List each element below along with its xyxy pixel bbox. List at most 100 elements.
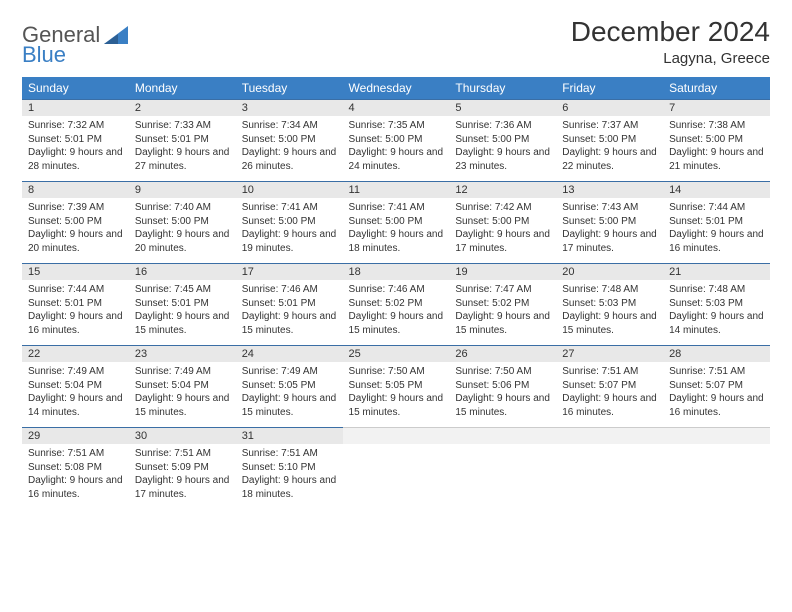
day-info-cell: Sunrise: 7:49 AMSunset: 5:04 PMDaylight:… [129,362,236,428]
day-number-cell: 11 [343,182,450,199]
day-info-cell: Sunrise: 7:41 AMSunset: 5:00 PMDaylight:… [343,198,450,264]
daylight-text: Daylight: 9 hours and 16 minutes. [28,474,123,501]
day-info-cell: Sunrise: 7:36 AMSunset: 5:00 PMDaylight:… [449,116,556,182]
daynum-row: 22232425262728 [22,346,770,363]
day-info-cell: Sunrise: 7:39 AMSunset: 5:00 PMDaylight:… [22,198,129,264]
sunset-text: Sunset: 5:01 PM [669,215,764,229]
daylight-text: Daylight: 9 hours and 17 minutes. [455,228,550,255]
daylight-text: Daylight: 9 hours and 23 minutes. [455,146,550,173]
daylight-text: Daylight: 9 hours and 28 minutes. [28,146,123,173]
sunset-text: Sunset: 5:00 PM [562,133,657,147]
day-info-cell: Sunrise: 7:46 AMSunset: 5:01 PMDaylight:… [236,280,343,346]
sunrise-text: Sunrise: 7:32 AM [28,119,123,133]
sunset-text: Sunset: 5:01 PM [28,133,123,147]
sunset-text: Sunset: 5:00 PM [28,215,123,229]
day-number-cell: 4 [343,100,450,117]
day-info-cell: Sunrise: 7:48 AMSunset: 5:03 PMDaylight:… [663,280,770,346]
sunrise-text: Sunrise: 7:47 AM [455,283,550,297]
day-number-cell: 8 [22,182,129,199]
daylight-text: Daylight: 9 hours and 16 minutes. [28,310,123,337]
sunrise-text: Sunrise: 7:46 AM [349,283,444,297]
day-info-cell: Sunrise: 7:32 AMSunset: 5:01 PMDaylight:… [22,116,129,182]
day-number-cell: 25 [343,346,450,363]
info-row: Sunrise: 7:39 AMSunset: 5:00 PMDaylight:… [22,198,770,264]
day-number-cell: 3 [236,100,343,117]
sunset-text: Sunset: 5:08 PM [28,461,123,475]
sunrise-text: Sunrise: 7:45 AM [135,283,230,297]
day-number-cell: 19 [449,264,556,281]
day-info-cell: Sunrise: 7:50 AMSunset: 5:06 PMDaylight:… [449,362,556,428]
sunset-text: Sunset: 5:00 PM [242,133,337,147]
day-info-cell: Sunrise: 7:35 AMSunset: 5:00 PMDaylight:… [343,116,450,182]
sunset-text: Sunset: 5:09 PM [135,461,230,475]
day-info-cell: Sunrise: 7:49 AMSunset: 5:05 PMDaylight:… [236,362,343,428]
day-number-cell: 28 [663,346,770,363]
calendar-table: Sunday Monday Tuesday Wednesday Thursday… [22,77,770,509]
day-number-cell: 29 [22,428,129,445]
sunrise-text: Sunrise: 7:39 AM [28,201,123,215]
day-number-cell [663,428,770,445]
daylight-text: Daylight: 9 hours and 19 minutes. [242,228,337,255]
day-info-cell [663,444,770,509]
daylight-text: Daylight: 9 hours and 16 minutes. [669,228,764,255]
daylight-text: Daylight: 9 hours and 20 minutes. [135,228,230,255]
daylight-text: Daylight: 9 hours and 15 minutes. [349,392,444,419]
month-title: December 2024 [571,16,770,48]
logo-text-blue: Blue [22,42,66,67]
sunrise-text: Sunrise: 7:49 AM [242,365,337,379]
day-number-cell: 5 [449,100,556,117]
info-row: Sunrise: 7:51 AMSunset: 5:08 PMDaylight:… [22,444,770,509]
day-number-cell [556,428,663,445]
day-number-cell: 7 [663,100,770,117]
sunset-text: Sunset: 5:04 PM [135,379,230,393]
daylight-text: Daylight: 9 hours and 15 minutes. [349,310,444,337]
daynum-row: 891011121314 [22,182,770,199]
sunrise-text: Sunrise: 7:50 AM [349,365,444,379]
day-number-cell: 27 [556,346,663,363]
sunrise-text: Sunrise: 7:51 AM [242,447,337,461]
day-number-cell: 20 [556,264,663,281]
daylight-text: Daylight: 9 hours and 17 minutes. [135,474,230,501]
day-number-cell: 14 [663,182,770,199]
daynum-row: 15161718192021 [22,264,770,281]
sunset-text: Sunset: 5:05 PM [242,379,337,393]
day-info-cell: Sunrise: 7:42 AMSunset: 5:00 PMDaylight:… [449,198,556,264]
sunrise-text: Sunrise: 7:48 AM [669,283,764,297]
daylight-text: Daylight: 9 hours and 15 minutes. [455,310,550,337]
daylight-text: Daylight: 9 hours and 22 minutes. [562,146,657,173]
sunrise-text: Sunrise: 7:51 AM [28,447,123,461]
day-number-cell: 23 [129,346,236,363]
sunrise-text: Sunrise: 7:37 AM [562,119,657,133]
day-number-cell: 2 [129,100,236,117]
sunset-text: Sunset: 5:01 PM [135,133,230,147]
sunrise-text: Sunrise: 7:34 AM [242,119,337,133]
daylight-text: Daylight: 9 hours and 21 minutes. [669,146,764,173]
daylight-text: Daylight: 9 hours and 15 minutes. [135,392,230,419]
info-row: Sunrise: 7:32 AMSunset: 5:01 PMDaylight:… [22,116,770,182]
header: General December 2024 Lagyna, Greece [22,16,770,67]
daylight-text: Daylight: 9 hours and 20 minutes. [28,228,123,255]
sunset-text: Sunset: 5:07 PM [562,379,657,393]
sunset-text: Sunset: 5:01 PM [135,297,230,311]
day-info-cell: Sunrise: 7:33 AMSunset: 5:01 PMDaylight:… [129,116,236,182]
day-number-cell: 12 [449,182,556,199]
day-info-cell: Sunrise: 7:51 AMSunset: 5:08 PMDaylight:… [22,444,129,509]
info-row: Sunrise: 7:44 AMSunset: 5:01 PMDaylight:… [22,280,770,346]
sunset-text: Sunset: 5:07 PM [669,379,764,393]
logo-sub: Blue [22,42,66,68]
daylight-text: Daylight: 9 hours and 14 minutes. [28,392,123,419]
daylight-text: Daylight: 9 hours and 18 minutes. [242,474,337,501]
daylight-text: Daylight: 9 hours and 16 minutes. [562,392,657,419]
sunrise-text: Sunrise: 7:51 AM [135,447,230,461]
day-info-cell: Sunrise: 7:46 AMSunset: 5:02 PMDaylight:… [343,280,450,346]
daylight-text: Daylight: 9 hours and 14 minutes. [669,310,764,337]
day-info-cell: Sunrise: 7:44 AMSunset: 5:01 PMDaylight:… [22,280,129,346]
sunrise-text: Sunrise: 7:41 AM [242,201,337,215]
day-info-cell: Sunrise: 7:41 AMSunset: 5:00 PMDaylight:… [236,198,343,264]
daylight-text: Daylight: 9 hours and 15 minutes. [242,392,337,419]
weekday-header: Wednesday [343,77,450,100]
sunrise-text: Sunrise: 7:49 AM [28,365,123,379]
sunrise-text: Sunrise: 7:35 AM [349,119,444,133]
day-info-cell: Sunrise: 7:40 AMSunset: 5:00 PMDaylight:… [129,198,236,264]
sunrise-text: Sunrise: 7:44 AM [669,201,764,215]
